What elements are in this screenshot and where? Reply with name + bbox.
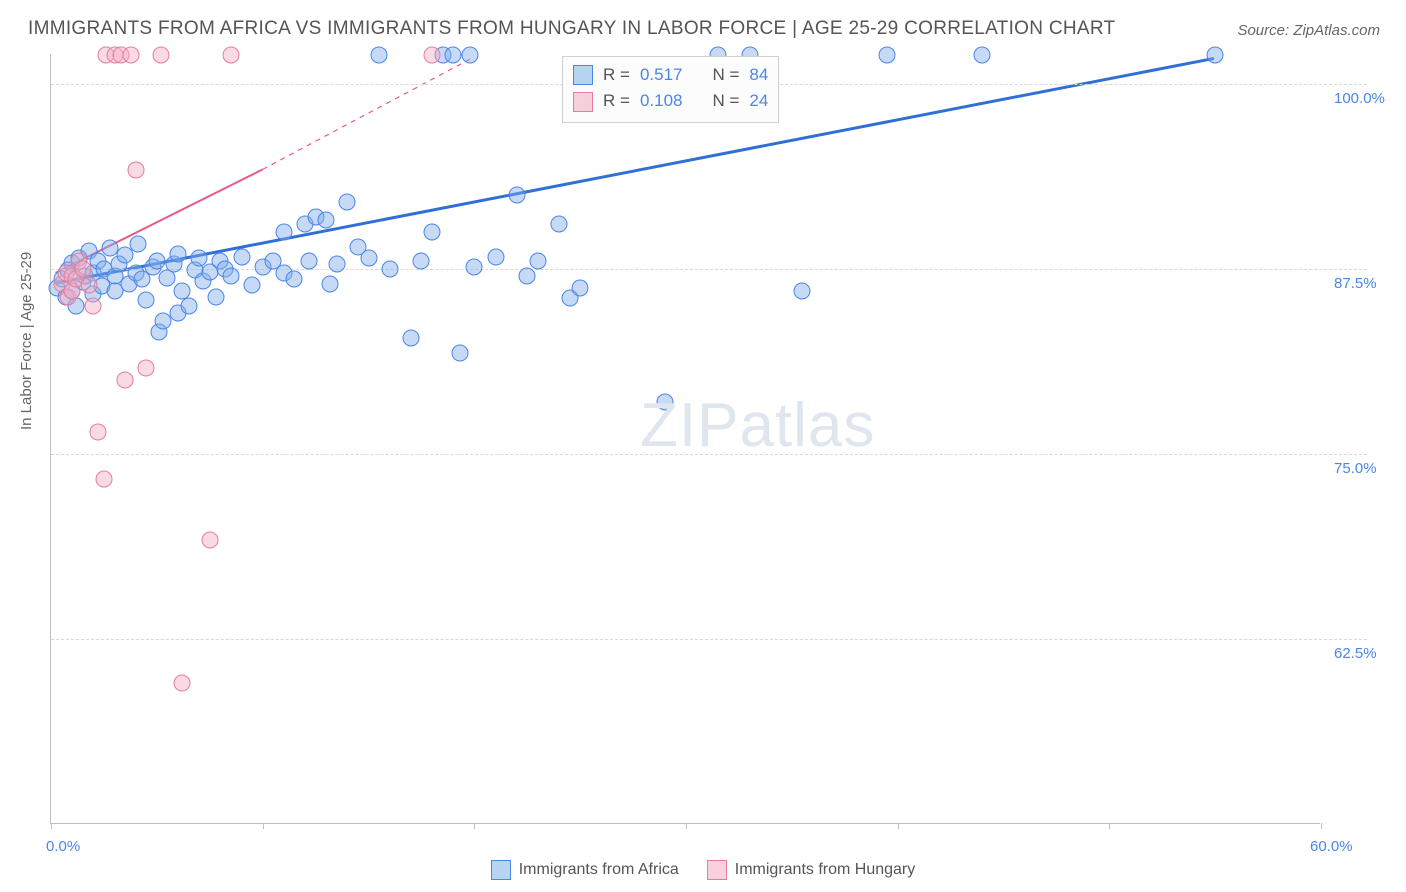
r-label: R = [603, 88, 630, 114]
marker-africa [138, 291, 155, 308]
r-value-africa: 0.517 [640, 62, 683, 88]
marker-africa [360, 250, 377, 267]
marker-africa [170, 245, 187, 262]
marker-hungary [117, 371, 134, 388]
marker-africa [148, 253, 165, 270]
marker-africa [974, 47, 991, 64]
n-label: N = [712, 62, 739, 88]
r-value-hungary: 0.108 [640, 88, 683, 114]
marker-hungary [95, 470, 112, 487]
marker-hungary [174, 675, 191, 692]
x-tick [1321, 823, 1322, 829]
marker-africa [529, 253, 546, 270]
x-tick [51, 823, 52, 829]
marker-africa [794, 282, 811, 299]
marker-africa [233, 248, 250, 265]
marker-africa [424, 223, 441, 240]
marker-africa [572, 279, 589, 296]
n-value-hungary: 24 [749, 88, 768, 114]
marker-africa [328, 256, 345, 273]
marker-hungary [424, 47, 441, 64]
x-tick-label: 0.0% [46, 838, 80, 855]
legend-row-africa: R = 0.517 N = 84 [573, 62, 768, 88]
x-tick [898, 823, 899, 829]
swatch-blue-icon [573, 65, 593, 85]
gridline-h [51, 269, 1367, 270]
trend-line [263, 57, 474, 169]
marker-africa [508, 186, 525, 203]
marker-africa [371, 47, 388, 64]
marker-africa [301, 253, 318, 270]
x-tick [686, 823, 687, 829]
marker-africa [487, 248, 504, 265]
x-tick [263, 823, 264, 829]
marker-africa [180, 297, 197, 314]
plot-area [50, 54, 1320, 824]
swatch-pink-icon [573, 92, 593, 112]
marker-africa [275, 223, 292, 240]
marker-hungary [85, 297, 102, 314]
x-tick-label: 60.0% [1310, 838, 1353, 855]
marker-africa [445, 47, 462, 64]
trend-lines-layer [51, 54, 1320, 823]
marker-africa [402, 330, 419, 347]
marker-africa [318, 211, 335, 228]
marker-hungary [138, 359, 155, 376]
marker-africa [466, 259, 483, 276]
marker-africa [381, 260, 398, 277]
y-tick-label: 87.5% [1334, 275, 1377, 292]
correlation-legend: R = 0.517 N = 84 R = 0.108 N = 24 [562, 56, 779, 123]
gridline-h [51, 639, 1367, 640]
series-legend: Immigrants from Africa Immigrants from H… [0, 860, 1406, 880]
marker-africa [1207, 47, 1224, 64]
marker-africa [462, 47, 479, 64]
marker-africa [244, 277, 261, 294]
marker-hungary [81, 277, 98, 294]
legend-row-hungary: R = 0.108 N = 24 [573, 88, 768, 114]
y-axis-title: In Labor Force | Age 25-29 [18, 252, 35, 430]
marker-africa [879, 47, 896, 64]
marker-hungary [222, 47, 239, 64]
marker-hungary [74, 260, 91, 277]
marker-africa [519, 268, 536, 285]
r-label: R = [603, 62, 630, 88]
y-tick-label: 100.0% [1334, 90, 1385, 107]
legend-label-hungary: Immigrants from Hungary [735, 861, 916, 879]
marker-africa [451, 345, 468, 362]
legend-item-hungary: Immigrants from Hungary [707, 860, 916, 880]
source-attribution: Source: ZipAtlas.com [1237, 22, 1380, 39]
marker-africa [413, 253, 430, 270]
marker-hungary [127, 161, 144, 178]
gridline-h [51, 454, 1367, 455]
legend-label-africa: Immigrants from Africa [519, 861, 679, 879]
marker-africa [208, 288, 225, 305]
n-value-africa: 84 [749, 62, 768, 88]
n-label: N = [712, 88, 739, 114]
marker-africa [551, 216, 568, 233]
marker-africa [339, 194, 356, 211]
marker-hungary [153, 47, 170, 64]
marker-hungary [201, 531, 218, 548]
x-tick [1109, 823, 1110, 829]
swatch-pink-icon [707, 860, 727, 880]
marker-hungary [123, 47, 140, 64]
marker-hungary [89, 423, 106, 440]
swatch-blue-icon [491, 860, 511, 880]
marker-africa [222, 268, 239, 285]
marker-africa [656, 393, 673, 410]
x-tick [474, 823, 475, 829]
chart-title: IMMIGRANTS FROM AFRICA VS IMMIGRANTS FRO… [28, 18, 1115, 40]
y-tick-label: 62.5% [1334, 645, 1377, 662]
legend-item-africa: Immigrants from Africa [491, 860, 679, 880]
marker-africa [322, 275, 339, 292]
y-tick-label: 75.0% [1334, 460, 1377, 477]
marker-africa [129, 235, 146, 252]
marker-africa [286, 271, 303, 288]
